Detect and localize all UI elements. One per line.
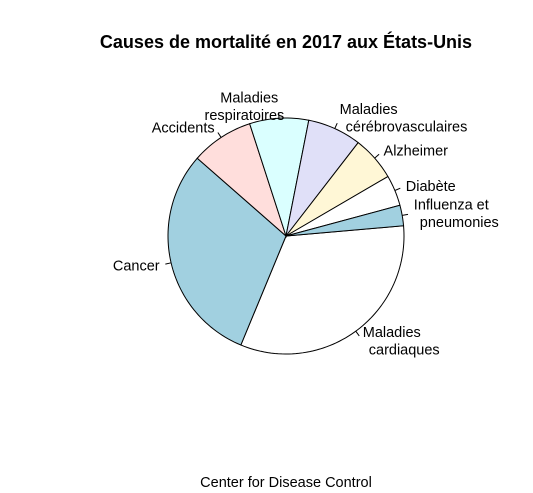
label-maladies-cerebrovasculaires: Maladies cérébrovasculaires xyxy=(340,102,468,136)
tick-maladies-cardiaques xyxy=(355,330,360,337)
pie-labels: Maladies cardiaquesCancerAccidentsMaladie… xyxy=(113,91,499,359)
slice-alzheimer xyxy=(285,141,389,237)
tick-alzheimer xyxy=(374,153,380,159)
tick-diabete xyxy=(394,187,401,191)
label-influenza-et-pneumonies: Influenza et pneumonies xyxy=(414,198,499,232)
chart-caption: Center for Disease Control xyxy=(200,475,372,491)
slice-maladies-respiratoires xyxy=(249,117,310,238)
pie-slices xyxy=(167,117,405,355)
label-alzheimer: Alzheimer xyxy=(384,143,449,159)
tick-influenza-et-pneumonies xyxy=(402,213,409,216)
label-maladies-respiratoires: Maladies respiratoires xyxy=(205,91,285,125)
label-maladies-cardiaques: Maladies cardiaques xyxy=(363,325,440,359)
slice-maladies-cardiaques xyxy=(240,225,405,355)
tick-maladies-cerebrovasculaires xyxy=(334,122,338,129)
label-cancer: Cancer xyxy=(113,259,160,275)
chart-title: Causes de mortalité en 2017 aux États-Un… xyxy=(100,31,472,52)
label-diabete: Diabète xyxy=(406,179,456,195)
slice-diabete xyxy=(285,175,401,237)
label-accidents: Accidents xyxy=(152,121,215,137)
tick-accidents xyxy=(217,132,222,138)
tick-cancer xyxy=(165,262,172,265)
